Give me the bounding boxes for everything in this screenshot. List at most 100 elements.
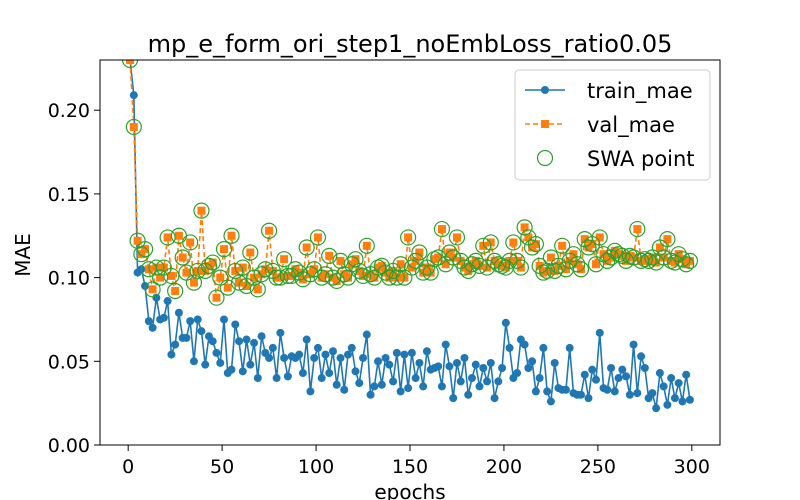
val-mae-point [524,233,533,242]
train-mae-point [197,327,206,336]
train-mae-point [340,385,349,394]
train-mae-point [445,362,454,371]
val-mae-point [231,266,240,275]
train-mae-point [212,348,221,357]
val-mae-line [129,60,691,298]
val-mae-point [633,225,642,234]
val-mae-point [310,265,319,274]
train-mae-point [404,384,413,393]
train-mae-point [171,340,180,349]
train-mae-point [592,375,600,384]
y-axis-title: MAE [11,233,35,277]
train-mae-point [520,340,529,349]
val-mae-point [670,258,679,267]
x-axis-title: epochs [374,480,445,500]
train-mae-point [486,358,495,367]
swa-point [629,220,646,238]
swa-point [321,247,338,264]
train-mae-point [392,348,401,357]
swa-point [204,254,221,271]
val-mae-point [573,260,582,269]
train-mae-point [678,397,687,406]
swa-point [242,244,259,261]
swa-point [554,237,571,254]
val-mae-point [174,231,183,240]
swa-point [174,249,191,266]
train-mae-point [434,362,443,371]
legend-val-marker [541,120,549,128]
swa-point [463,256,481,273]
swa-point [415,264,432,281]
swa-point [200,257,218,274]
swa-point [163,267,180,285]
val-mae-point [246,248,255,257]
x-tick-label: 250 [580,456,616,478]
train-mae-point [441,340,450,349]
swa-point [591,229,608,246]
swa-point [377,264,394,281]
train-mae-point [366,390,375,399]
swa-point [144,281,161,298]
legend: train_mae val_mae SWA point [514,69,711,181]
train-mae-point [268,343,277,352]
val-mae-point [235,278,244,287]
train-mae-point [468,374,476,383]
swa-point [230,274,248,291]
train-mae-point [595,328,604,337]
train-mae-point [648,389,657,398]
train-mae-point [167,350,176,359]
train-mae-point [490,394,499,403]
axes: 0 50 100 150 200 250 300 0.00 0.05 0.10 0.15 0.20 [48,59,721,478]
val-mae-point [404,233,413,242]
swa-point [260,222,278,239]
train-mae-point [535,374,544,383]
train-mae-point [588,365,597,374]
swa-point [148,259,165,276]
train-mae-point [389,377,398,386]
swa-point [505,234,522,251]
train-mae-point [475,382,484,391]
val-mae-point [126,60,135,64]
val-mae-point [148,285,157,294]
swa-point [167,282,184,300]
legend-box [514,69,711,181]
x-tick-label: 0 [122,456,134,478]
val-mae-point [422,263,431,272]
val-mae-point [321,270,330,279]
train-mae-point [479,364,488,372]
train-mae-point [610,387,619,396]
swa-point [400,229,417,246]
train-mae-point [374,357,383,366]
val-mae-point [441,260,450,269]
val-mae-point [208,258,217,267]
train-mae-point [182,333,191,342]
train-mae-point [400,350,409,359]
train-mae-point [385,360,394,369]
train-mae-point [483,377,492,386]
train-mae-point [332,380,341,389]
swa-point [257,261,274,278]
train-mae-point [452,358,461,367]
train-mae-point [163,297,172,306]
legend-swa-marker [536,149,554,167]
val-mae-point [622,256,631,265]
swa-point [253,266,270,283]
train-mae-point [216,358,225,367]
swa-point [309,229,327,246]
train-mae-point [336,353,345,362]
swa-point [448,229,466,246]
val-mae-point [437,225,446,234]
legend-val-label: val_mae [587,113,675,138]
val-mae-point [167,271,176,280]
train-mae-point [152,293,161,302]
val-mae-point [546,253,555,262]
swa-point [546,262,563,280]
val-mae-point [302,243,311,252]
train-mae-point [580,370,589,379]
legend-train-marker [541,86,549,94]
train-mae-point [471,360,480,369]
swa-point [215,241,233,258]
swa-point [411,244,428,261]
swa-point [227,262,244,280]
